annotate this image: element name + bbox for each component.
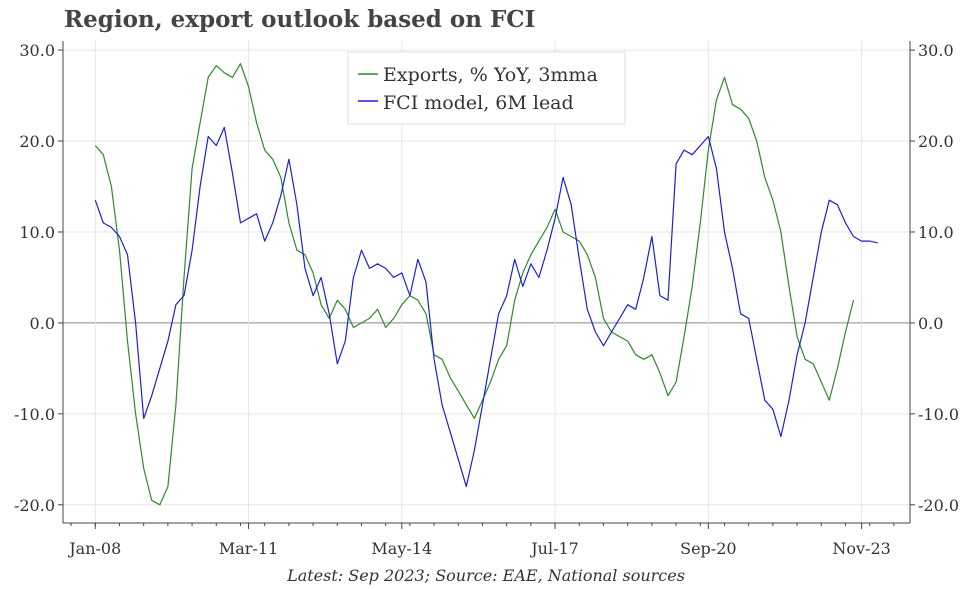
y-tick-label-left: 20.0 xyxy=(19,132,55,151)
x-tick-label: Jan-08 xyxy=(67,539,121,558)
axis-ticks: 30.0 30.0 20.0 20.0 10.0 10.0 0.0 0.0 -10.0 -10.0… xyxy=(14,41,959,558)
y-tick-label-right: -10.0 xyxy=(918,405,959,424)
y-tick-label-left: -20.0 xyxy=(14,496,55,515)
x-tick-label: Jul-17 xyxy=(529,539,579,558)
y-tick-label-right: 0.0 xyxy=(918,314,943,333)
y-tick-label-left: -10.0 xyxy=(14,405,55,424)
x-tick-label: Sep-20 xyxy=(680,539,736,558)
y-tick-label-right: 10.0 xyxy=(918,223,954,242)
exports-line xyxy=(94,63,855,506)
legend-box xyxy=(347,51,626,125)
series-lines xyxy=(94,63,878,506)
fci-model-line xyxy=(94,126,878,488)
legend: Exports, % YoY, 3mma FCI model, 6M lead xyxy=(347,51,626,125)
x-tick-label: May-14 xyxy=(371,539,432,558)
y-tick-label-right: 30.0 xyxy=(918,41,954,60)
legend-label-fci: FCI model, 6M lead xyxy=(383,92,574,114)
chart-title: Region, export outlook based on FCI xyxy=(64,6,536,33)
source-note: Latest: Sep 2023; Source: EAE, National … xyxy=(287,566,685,585)
legend-label-exports: Exports, % YoY, 3mma xyxy=(383,64,598,86)
y-tick-label-left: 30.0 xyxy=(19,41,55,60)
y-tick-label-left: 0.0 xyxy=(30,314,55,333)
y-tick-label-left: 10.0 xyxy=(19,223,55,242)
x-tick-label: Nov-23 xyxy=(832,539,890,558)
x-tick-label: Mar-11 xyxy=(219,539,278,558)
y-tick-label-right: -20.0 xyxy=(918,496,959,515)
y-tick-label-right: 20.0 xyxy=(918,132,954,151)
